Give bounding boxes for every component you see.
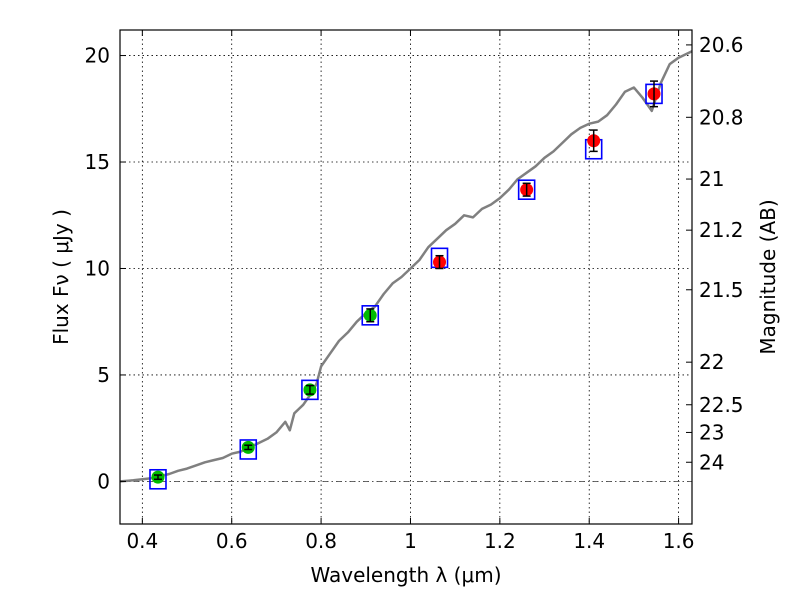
y-tick-label: 15	[85, 150, 110, 174]
y-tick-label: 20	[85, 44, 110, 68]
y-tick-label: 0	[97, 469, 110, 493]
y2-tick-label: 20.8	[699, 105, 744, 129]
tick-layer: 0.4 0.6 0.8 1 1.2 1.4 1.6 0 5 10 15 20 20.6 20.8 21 21.…	[85, 30, 744, 553]
y2-axis-label: Magnitude (AB)	[756, 199, 780, 354]
x-tick-label: 1	[404, 529, 417, 553]
y2-tick-label: 22.5	[699, 393, 744, 417]
x-axis-label: Wavelength λ (μm)	[310, 563, 501, 587]
spectrum-line	[119, 50, 693, 483]
y2-tick-label: 22	[699, 350, 724, 374]
model-photometry-square	[517, 179, 536, 200]
y-tick-label: 5	[97, 363, 110, 387]
plot-frame	[119, 29, 693, 525]
model-photometry-square	[301, 379, 319, 401]
y2-tick-label: 21	[699, 167, 724, 191]
x-tick-label: 1.6	[663, 529, 695, 553]
y-tick-label: 10	[85, 256, 110, 280]
y2-tick-label: 21.2	[699, 218, 744, 242]
plot-layer	[119, 50, 693, 490]
x-tick-label: 1.2	[484, 529, 516, 553]
x-tick-label: 0.8	[305, 529, 337, 553]
y2-tick-label: 20.6	[699, 33, 744, 57]
x-tick-label: 0.6	[216, 529, 248, 553]
y2-tick-label: 23	[699, 420, 724, 444]
x-tick-label: 0.4	[126, 529, 158, 553]
y2-tick-label: 21.5	[699, 278, 744, 302]
model-photometry-square	[239, 439, 258, 460]
y-axis-label: Flux Fν ( μJy )	[49, 209, 73, 345]
model-photometry-square	[149, 468, 167, 490]
y2-tick-label: 24	[699, 450, 724, 474]
x-tick-label: 1.4	[573, 529, 605, 553]
model-photometry-square	[361, 305, 380, 326]
